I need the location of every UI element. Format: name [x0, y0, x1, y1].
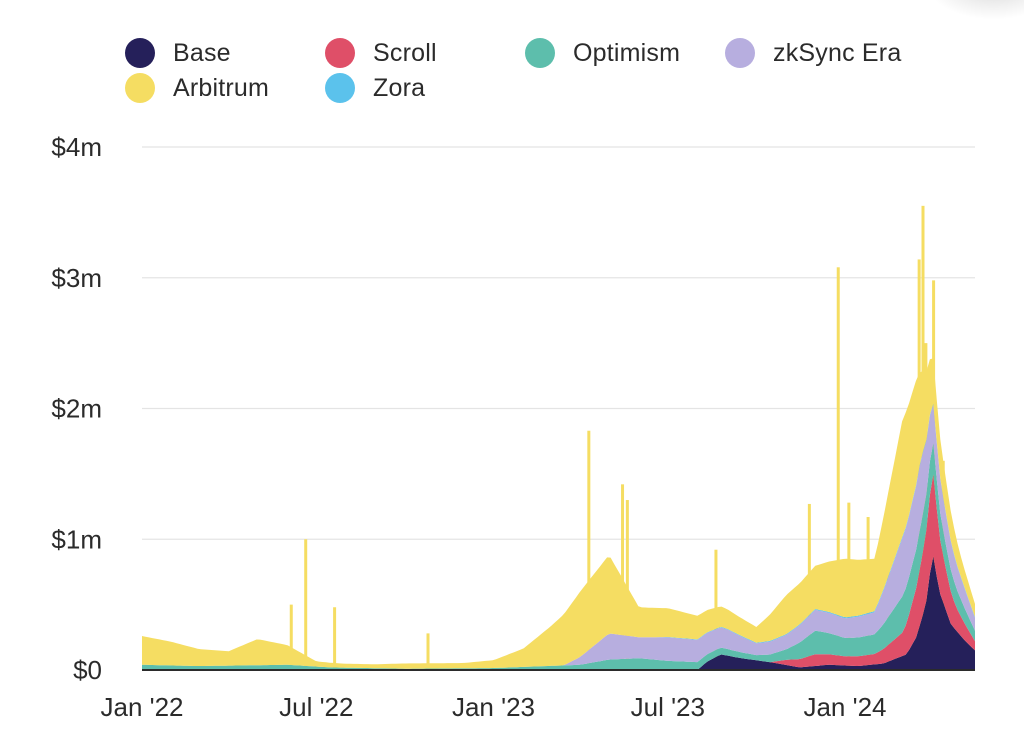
chart-gridlines — [142, 146, 975, 540]
legend-item-zora: Zora — [325, 73, 425, 103]
y-tick-label: $4m — [51, 132, 102, 162]
legend-swatch-zksync-era — [725, 38, 755, 68]
x-tick-label: Jan '24 — [803, 692, 886, 722]
legend-item-base: Base — [125, 38, 231, 68]
legend-label-scroll: Scroll — [373, 38, 437, 67]
chart-series-areas — [142, 358, 975, 670]
legend-swatch-arbitrum — [125, 73, 155, 103]
spike-bar — [625, 500, 629, 670]
legend-item-scroll: Scroll — [325, 38, 437, 68]
x-tick-label: Jul '23 — [631, 692, 705, 722]
spike-bar — [621, 484, 625, 670]
legend-swatch-optimism — [525, 38, 555, 68]
x-tick-label: Jul '22 — [279, 692, 353, 722]
legend-label-zksync-era: zkSync Era — [773, 38, 902, 67]
x-tick-label: Jan '22 — [100, 692, 183, 722]
legend-swatch-base — [125, 38, 155, 68]
y-tick-label: $3m — [51, 263, 102, 293]
spike-bar — [836, 267, 840, 670]
legend-swatch-scroll — [325, 38, 355, 68]
legend-item-zksync-era: zkSync Era — [725, 38, 901, 68]
series-area-scroll — [142, 474, 975, 670]
y-axis-labels: $0 $1m $2m $3m $4m — [51, 132, 102, 685]
spike-bar — [304, 539, 308, 670]
legend-swatch-zora — [325, 73, 355, 103]
y-tick-label: $1m — [51, 524, 102, 554]
x-axis-labels: Jan '22 Jul '22 Jan '23 Jul '23 Jan '24 — [100, 692, 886, 722]
y-tick-label: $2m — [51, 394, 102, 424]
x-tick-label: Jan '23 — [452, 692, 535, 722]
legend-item-arbitrum: Arbitrum — [125, 73, 269, 103]
legend-label-zora: Zora — [373, 73, 426, 102]
spike-bar — [333, 607, 337, 670]
spike-bar — [587, 430, 591, 670]
spike-bar — [426, 633, 430, 670]
spike-bar — [289, 604, 293, 670]
chart-legend: Base Scroll Optimism zkSync Era Arbitrum… — [0, 0, 1024, 110]
legend-label-base: Base — [173, 38, 231, 67]
legend-label-arbitrum: Arbitrum — [173, 73, 270, 102]
legend-item-optimism: Optimism — [525, 38, 680, 68]
legend-label-optimism: Optimism — [573, 38, 681, 67]
y-tick-label: $0 — [73, 655, 102, 685]
